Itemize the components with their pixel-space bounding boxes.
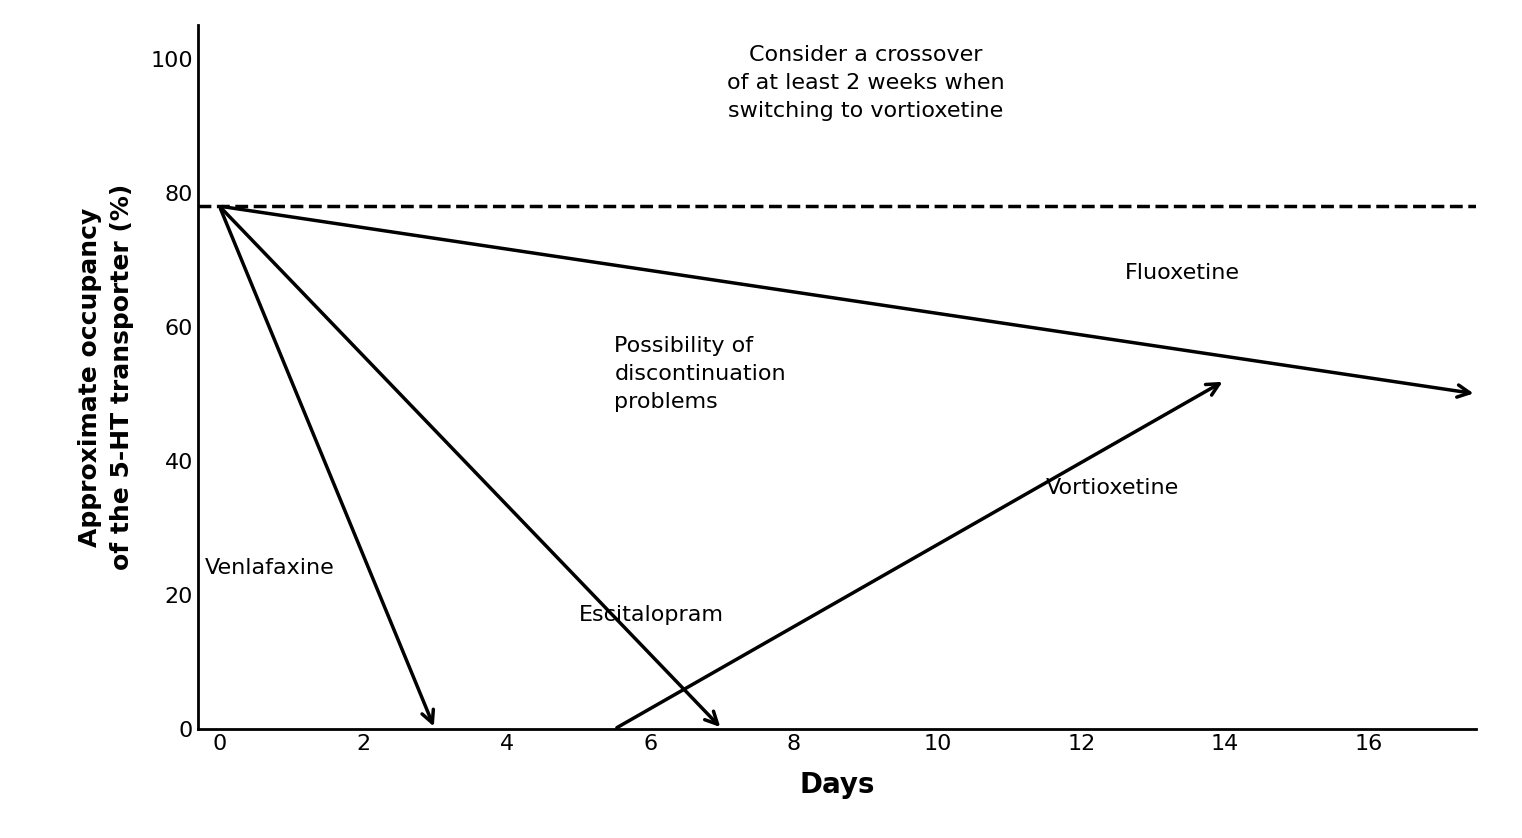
X-axis label: Days: Days (799, 771, 875, 799)
Text: Vortioxetine: Vortioxetine (1046, 478, 1178, 498)
Text: Fluoxetine: Fluoxetine (1125, 263, 1239, 283)
Text: Consider a crossover
of at least 2 weeks when
switching to vortioxetine: Consider a crossover of at least 2 weeks… (728, 45, 1005, 122)
Y-axis label: Approximate occupancy
of the 5-HT transporter (%): Approximate occupancy of the 5-HT transp… (78, 184, 134, 570)
Text: Venlafaxine: Venlafaxine (205, 558, 335, 578)
Text: Escitalopram: Escitalopram (578, 605, 723, 625)
Text: Possibility of
discontinuation
problems: Possibility of discontinuation problems (615, 336, 785, 411)
